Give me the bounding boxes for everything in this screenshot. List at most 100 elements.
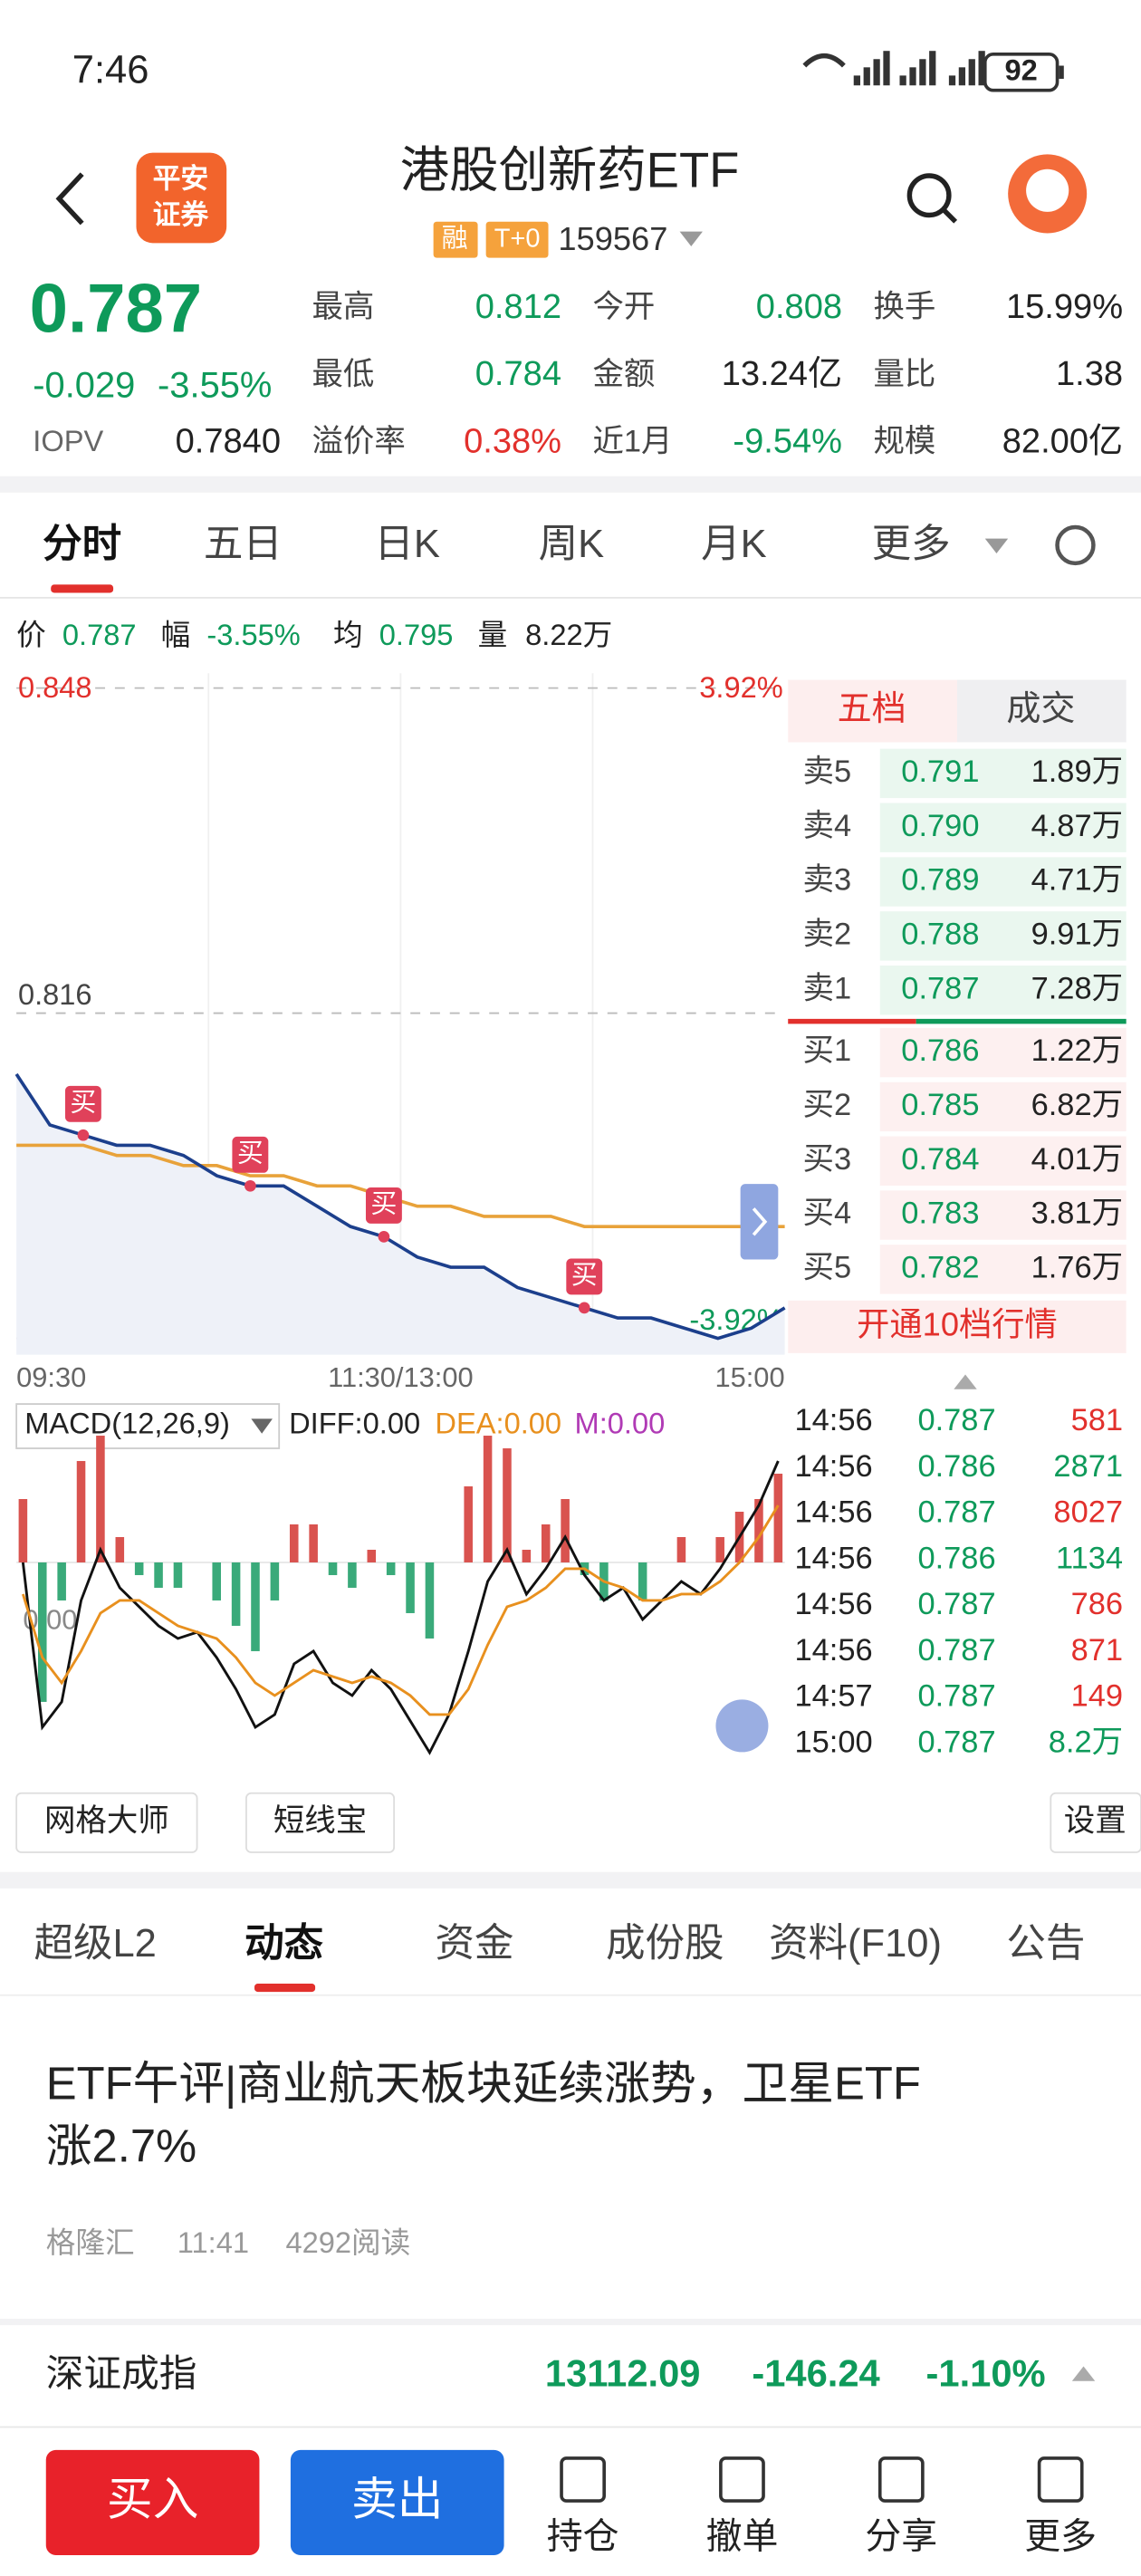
buy-marker-dot <box>578 1302 590 1314</box>
macd-bar <box>773 1474 783 1562</box>
news-tab[interactable]: 成份股 <box>606 1922 724 1966</box>
ob-row-bg <box>879 1081 1127 1132</box>
ob-label: 卖4 <box>803 809 852 843</box>
article-time: 11:41 <box>177 2225 249 2259</box>
ob-tab[interactable]: 五档 <box>838 690 906 728</box>
search-icon[interactable] <box>906 173 952 218</box>
quote-label: 最高 <box>312 290 374 324</box>
ob-tab-bg <box>956 679 1127 743</box>
trade-time: 14:56 <box>794 1541 872 1575</box>
signal-bar <box>948 75 956 86</box>
trade-volume: 2871 <box>1053 1449 1123 1484</box>
ob-volume: 1.76万 <box>1031 1251 1123 1285</box>
ob-volume: 1.89万 <box>1031 755 1123 789</box>
chart-tab[interactable]: 周K <box>539 523 605 566</box>
chart-tab[interactable]: 五日 <box>204 523 283 566</box>
logo <box>136 152 227 244</box>
macd-bar <box>464 1486 473 1562</box>
ob-row-bg <box>879 1190 1127 1240</box>
trade-price: 0.787 <box>917 1679 995 1714</box>
ob-price: 0.785 <box>901 1088 979 1122</box>
trade-price: 0.787 <box>917 1587 995 1621</box>
buy-marker-label: 买 <box>370 1190 397 1219</box>
signal-bar <box>958 67 966 86</box>
ob-volume: 9.91万 <box>1031 917 1123 951</box>
macd-bar <box>115 1536 125 1562</box>
dropdown-icon <box>984 538 1009 553</box>
info-label: 均 <box>333 618 363 651</box>
chart-tab[interactable]: 月K <box>701 523 767 566</box>
sell-button[interactable] <box>290 2449 504 2555</box>
dropdown-icon <box>251 1418 273 1434</box>
signal-bar <box>968 59 975 86</box>
tag-bg <box>485 221 549 258</box>
macd-bar <box>367 1549 377 1562</box>
macd-bar <box>328 1562 338 1575</box>
settings-icon[interactable] <box>1055 524 1096 566</box>
toolbar-icon[interactable] <box>560 2456 606 2503</box>
toolbar-icon[interactable] <box>1037 2456 1084 2503</box>
ob-tab[interactable]: 成交 <box>1006 690 1075 728</box>
price-area <box>16 1073 785 1355</box>
trade-price: 0.787 <box>917 1403 995 1437</box>
chart-tab[interactable]: 分时 <box>43 523 121 566</box>
back-icon[interactable] <box>55 172 84 226</box>
chart-tab[interactable]: 日K <box>374 523 440 566</box>
news-tab[interactable]: 超级L2 <box>34 1922 156 1966</box>
news-tab[interactable]: 资金 <box>435 1922 513 1966</box>
buy-button[interactable] <box>45 2449 260 2555</box>
trade-volume: 8027 <box>1053 1495 1123 1530</box>
avatar-face <box>1026 168 1069 212</box>
trade-volume: 1134 <box>1056 1541 1123 1575</box>
macd-bar <box>134 1562 144 1575</box>
article-reads: 4292阅读 <box>285 2225 410 2259</box>
buy-marker-dot <box>244 1179 256 1192</box>
tool-button[interactable] <box>15 1792 198 1853</box>
tag-bg <box>433 221 478 258</box>
signal-bar <box>853 75 860 86</box>
macd-bar <box>309 1523 318 1562</box>
x-tick-label: 11:30/13:00 <box>328 1361 474 1393</box>
toolbar-label[interactable]: 持仓 <box>547 2516 619 2556</box>
macd-bar <box>561 1499 570 1562</box>
trade-time: 15:00 <box>794 1725 872 1759</box>
signal-bar <box>978 51 985 86</box>
ob-label: 买1 <box>803 1033 852 1068</box>
signal-bar <box>873 59 880 86</box>
macd-dea-label: DEA:0.00 <box>435 1406 561 1439</box>
macd-bar <box>289 1523 299 1562</box>
chart-tab[interactable]: 更多 <box>872 523 951 566</box>
toolbar-label[interactable]: 撤单 <box>706 2516 779 2556</box>
macd-bar <box>406 1562 415 1613</box>
trade-time: 14:56 <box>794 1633 872 1668</box>
macd-bar <box>57 1562 66 1600</box>
logo-text: 平安 <box>153 163 209 195</box>
toolbar-label[interactable]: 分享 <box>865 2516 937 2556</box>
collapse-handle[interactable] <box>740 1184 779 1260</box>
toolbar-icon[interactable] <box>719 2456 765 2503</box>
fullscreen-icon[interactable] <box>715 1699 769 1753</box>
news-tab[interactable]: 资料(F10) <box>769 1922 942 1966</box>
price-line <box>14 1072 786 1341</box>
toolbar-label[interactable]: 更多 <box>1024 2516 1097 2556</box>
news-tab[interactable]: 公告 <box>1006 1922 1085 1966</box>
tool-button[interactable] <box>245 1792 396 1853</box>
ob-row-bg <box>879 748 1127 799</box>
active-tab-underline <box>51 584 114 593</box>
quote-label: 金额 <box>592 357 655 391</box>
ob-volume: 6.82万 <box>1031 1088 1123 1122</box>
toolbar-icon[interactable] <box>877 2456 925 2503</box>
macd-bar <box>231 1562 241 1626</box>
ob-upgrade-bg[interactable] <box>788 1300 1127 1353</box>
battery-level: 92 <box>1005 53 1038 86</box>
article-title[interactable]: 涨2.7% <box>46 2120 197 2172</box>
article-title[interactable]: ETF午评|商业航天板块延续涨势，卫星ETF <box>46 2058 921 2110</box>
ob-upgrade-button: 开通10档行情 <box>857 1305 1058 1342</box>
macd-bar <box>270 1562 280 1600</box>
news-tab[interactable]: 动态 <box>244 1922 323 1966</box>
macd-title-box <box>15 1403 281 1449</box>
macd-bar <box>154 1562 163 1588</box>
ob-row-bg <box>879 857 1127 907</box>
index-value: 13112.09 <box>545 2351 701 2394</box>
